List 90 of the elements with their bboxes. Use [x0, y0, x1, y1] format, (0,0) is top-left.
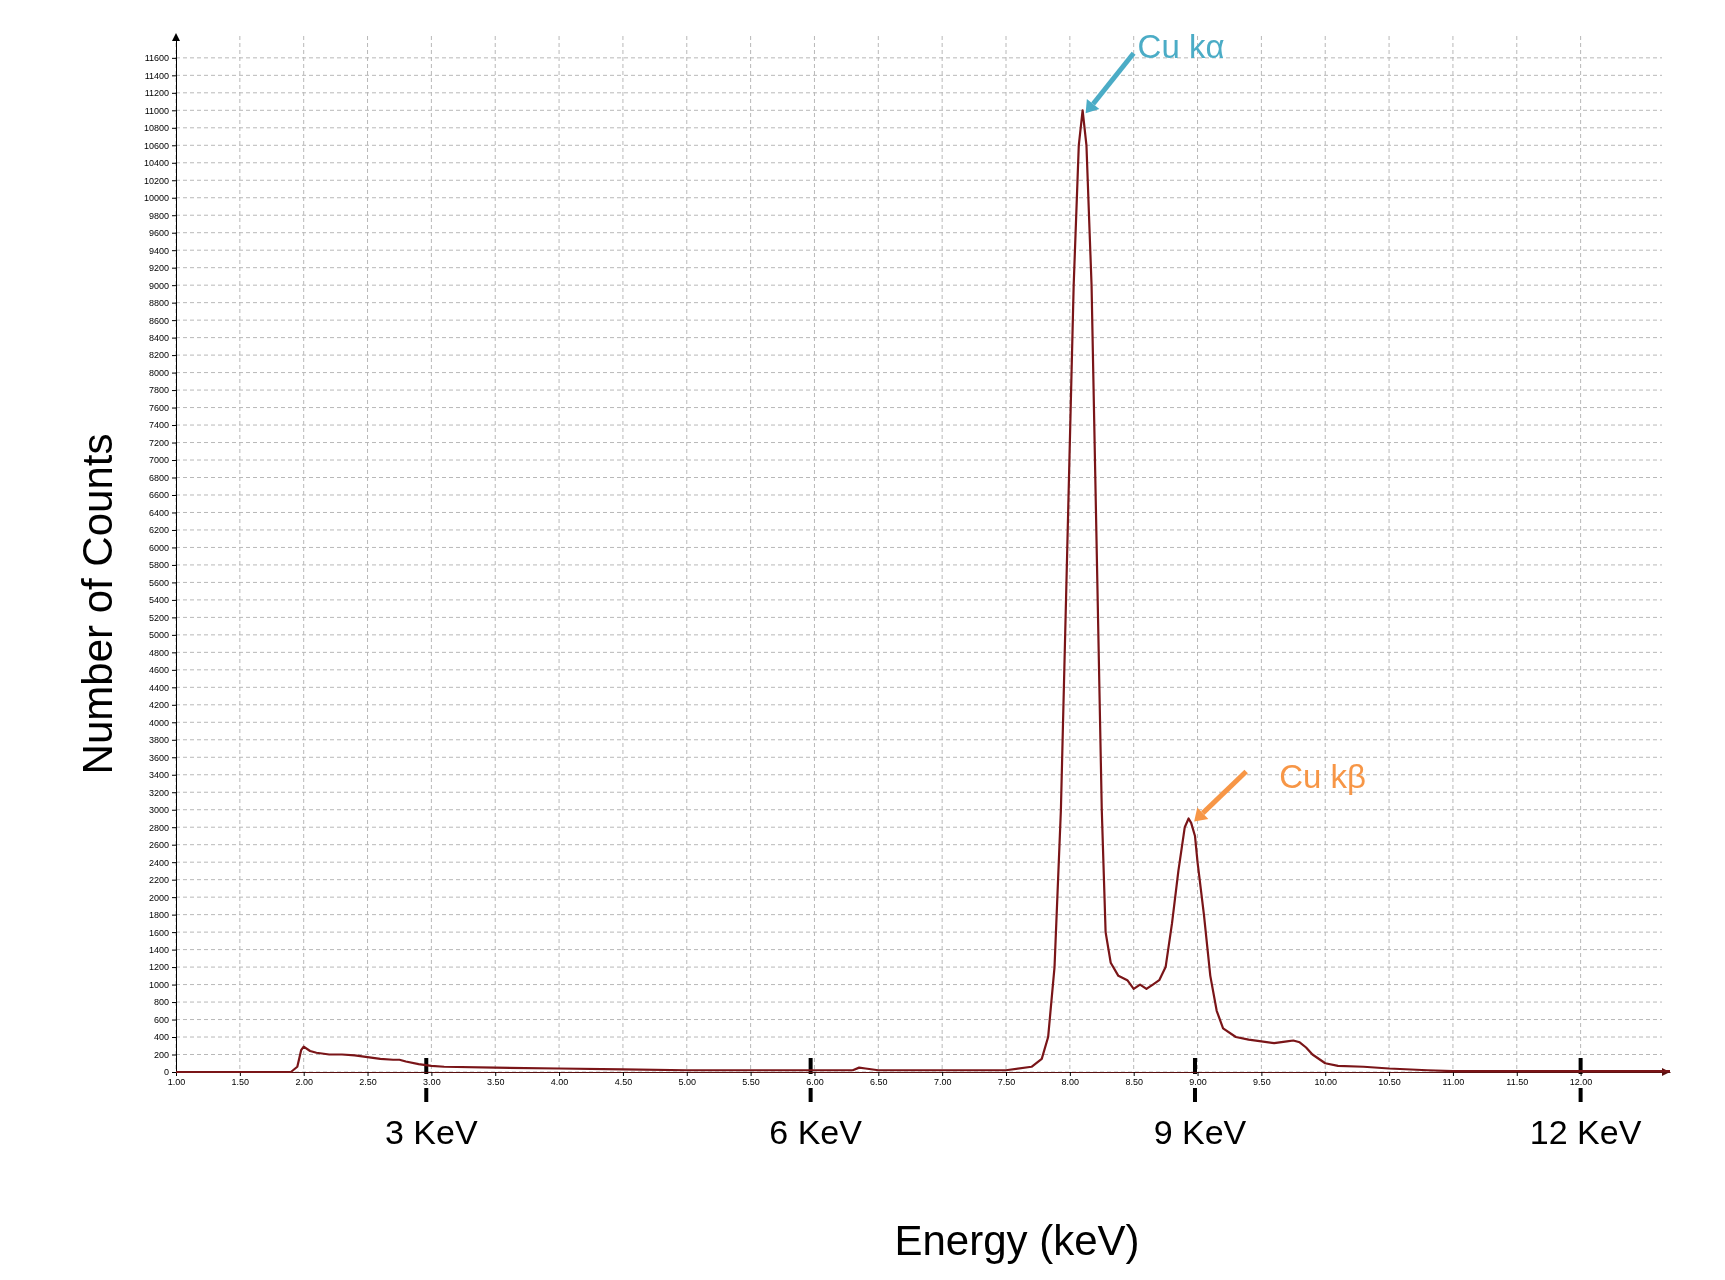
y-tick-label: 11200	[144, 88, 169, 99]
x-tick-label: 8.50	[1125, 1077, 1143, 1088]
y-tick-label: 9200	[148, 263, 169, 274]
y-tick-label: 1200	[148, 962, 169, 973]
y-tick-label: 5000	[148, 630, 169, 641]
y-tick-label: 11600	[144, 53, 169, 64]
y-tick-label: 6200	[148, 525, 169, 536]
x-tick-label: 2.00	[295, 1077, 313, 1088]
y-tick-label: 8200	[148, 350, 169, 361]
y-tick-label: 1400	[148, 944, 169, 955]
x-tick-label: 5.50	[742, 1077, 760, 1088]
y-tick-label: 3400	[148, 770, 169, 781]
annotation: Cu kα	[1137, 28, 1225, 66]
y-tick-label: 7000	[148, 455, 169, 466]
y-tick-label: 2600	[148, 840, 169, 851]
y-tick-label: 8800	[148, 298, 169, 309]
y-tick-label: 2400	[148, 857, 169, 868]
x-tick-label: 6.00	[806, 1077, 824, 1088]
y-tick-label: 11400	[144, 70, 169, 81]
ref-line-label: 9 KeV	[1153, 1113, 1247, 1151]
x-tick-label: 11.50	[1506, 1077, 1529, 1088]
y-tick-label: 7200	[148, 437, 169, 448]
y-tick-label: 11000	[144, 105, 169, 116]
y-tick-label: 4000	[148, 717, 169, 728]
y-tick-label: 9600	[148, 228, 169, 239]
y-tick-label: 6400	[148, 507, 169, 518]
y-tick-label: 6600	[148, 490, 169, 501]
y-tick-label: 10400	[143, 158, 169, 169]
y-tick-label: 7400	[148, 420, 169, 431]
x-tick-label: 4.50	[614, 1077, 633, 1088]
x-tick-label: 1.00	[167, 1077, 186, 1088]
y-axis-title: Number of Counts	[74, 433, 121, 775]
y-tick-label: 4600	[148, 665, 169, 676]
y-tick-label: 9800	[148, 210, 169, 221]
x-tick-label: 9.50	[1253, 1077, 1271, 1088]
y-tick-label: 7800	[148, 385, 169, 396]
ref-line-label: 3 KeV	[384, 1113, 478, 1151]
y-tick-label: 200	[153, 1049, 169, 1060]
y-tick-label: 8400	[148, 333, 169, 343]
x-tick-label: 11.00	[1442, 1077, 1465, 1088]
y-tick-label: 7600	[148, 402, 169, 413]
x-tick-label: 9.00	[1189, 1077, 1207, 1088]
y-tick-label: 3200	[148, 787, 169, 798]
y-tick-label: 5600	[148, 577, 169, 588]
y-tick-label: 5800	[148, 560, 169, 571]
y-tick-label: 600	[153, 1014, 169, 1025]
x-tick-label: 8.00	[1061, 1077, 1080, 1088]
annotation: Cu kβ	[1279, 758, 1366, 796]
y-tick-label: 800	[153, 997, 169, 1008]
y-tick-label: 5400	[148, 595, 169, 606]
y-tick-label: 3800	[148, 735, 169, 746]
y-tick-label: 2200	[148, 875, 169, 886]
y-tick-label: 8600	[148, 315, 169, 326]
ref-line-label: 6 KeV	[769, 1113, 863, 1151]
y-tick-label: 10200	[143, 175, 169, 186]
y-tick-label: 10000	[143, 193, 169, 204]
y-tick-label: 2000	[148, 892, 169, 903]
y-tick-label: 4200	[148, 700, 169, 711]
y-tick-label: 6000	[148, 542, 169, 553]
y-tick-label: 9000	[148, 280, 169, 291]
y-tick-label: 1800	[148, 910, 169, 921]
x-tick-label: 7.50	[997, 1077, 1016, 1088]
y-tick-label: 2800	[148, 822, 169, 833]
y-tick-label: 1600	[148, 927, 169, 938]
x-tick-label: 3.50	[486, 1077, 505, 1088]
x-tick-label: 10.00	[1314, 1077, 1337, 1088]
y-tick-label: 0	[163, 1067, 169, 1078]
x-tick-label: 10.50	[1378, 1077, 1401, 1088]
y-tick-label: 10600	[143, 140, 169, 151]
x-tick-label: 1.50	[231, 1077, 250, 1088]
y-tick-label: 4800	[148, 647, 169, 658]
x-tick-label: 3.00	[423, 1077, 441, 1088]
x-tick-label: 4.00	[550, 1077, 569, 1088]
y-tick-label: 400	[153, 1032, 169, 1043]
y-tick-label: 1000	[148, 979, 169, 990]
ref-line-label: 12 KeV	[1529, 1113, 1642, 1151]
x-tick-label: 12.00	[1569, 1077, 1593, 1088]
y-tick-label: 3600	[148, 752, 169, 763]
y-tick-label: 4400	[148, 682, 169, 693]
x-tick-label: 7.00	[933, 1077, 952, 1088]
x-axis-title: Energy (keV)	[894, 1217, 1140, 1264]
y-tick-label: 3000	[148, 805, 169, 816]
y-tick-label: 10800	[143, 123, 169, 134]
x-tick-label: 5.00	[678, 1077, 697, 1088]
x-tick-label: 6.50	[870, 1077, 888, 1088]
y-tick-label: 5200	[148, 612, 169, 623]
y-tick-label: 6800	[148, 472, 169, 483]
y-tick-label: 9400	[148, 245, 169, 256]
y-tick-label: 8000	[148, 367, 169, 378]
x-tick-label: 2.50	[359, 1077, 377, 1088]
